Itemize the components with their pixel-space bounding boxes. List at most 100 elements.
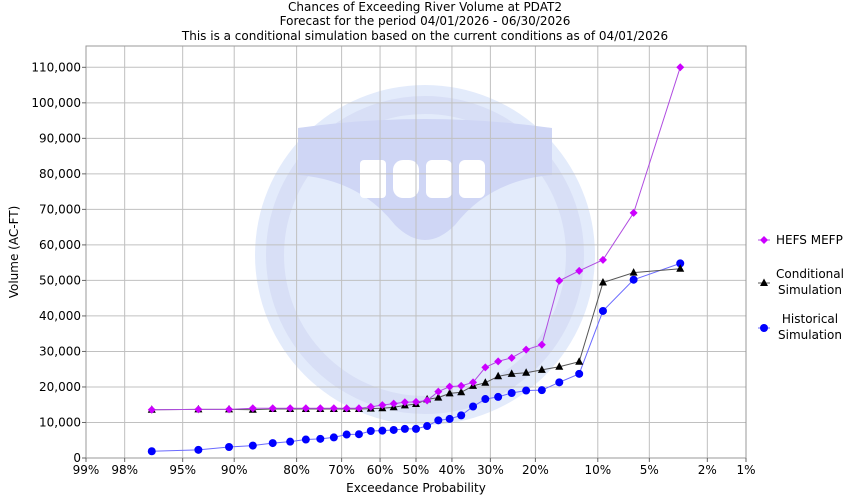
data-point: [537, 386, 546, 395]
data-point: [676, 259, 685, 268]
y-tick-label: 30,000: [39, 344, 81, 358]
data-point: [469, 378, 478, 387]
legend-label: Simulation: [778, 328, 842, 342]
data-point: [598, 255, 607, 264]
legend-label: HEFS MEFP: [776, 233, 843, 247]
data-point: [248, 441, 257, 450]
data-point: [316, 434, 325, 443]
data-point: [457, 381, 466, 390]
x-tick-label: 2%: [698, 463, 717, 477]
y-tick-label: 90,000: [39, 131, 81, 145]
data-point: [445, 388, 454, 397]
data-point: [575, 357, 584, 365]
grid: [85, 46, 747, 459]
data-point: [412, 424, 420, 433]
x-tick-label: 90%: [221, 463, 248, 477]
data-point: [522, 345, 531, 354]
data-point: [316, 404, 325, 413]
x-tick-label: 99%: [73, 463, 100, 477]
x-tick-label: 30%: [477, 463, 504, 477]
data-point: [342, 430, 351, 439]
data-point: [555, 378, 564, 387]
noaa-watermark-logo: [255, 85, 595, 425]
x-tick-label: 5%: [640, 463, 659, 477]
data-point: [286, 404, 295, 413]
legend-marker-diamond: [760, 236, 768, 244]
data-point: [225, 442, 234, 451]
data-point: [575, 369, 584, 378]
data-point: [481, 378, 490, 386]
legend-label: Historical: [782, 312, 838, 326]
data-point: [147, 405, 156, 414]
data-point: [286, 437, 295, 446]
data-point: [507, 369, 516, 377]
data-point: [481, 395, 490, 404]
data-point: [342, 404, 351, 413]
data-point: [354, 404, 363, 413]
chart-subtitle-2: This is a conditional simulation based o…: [181, 29, 668, 43]
data-point: [248, 404, 257, 413]
data-point: [598, 306, 607, 315]
data-point: [434, 393, 443, 401]
legend-marker-triangle: [760, 278, 768, 286]
data-point: [457, 387, 466, 396]
data-point: [423, 422, 432, 431]
data-point: [555, 362, 564, 370]
data-point: [366, 402, 375, 411]
data-point: [378, 401, 387, 410]
x-tick-label: 80%: [283, 463, 310, 477]
data-point: [457, 411, 466, 420]
legend-label: Conditional: [776, 267, 844, 281]
data-point: [445, 414, 454, 423]
x-tick-label: 60%: [367, 463, 394, 477]
data-point: [412, 397, 420, 406]
x-tick-label: 70%: [328, 463, 355, 477]
x-tick-label: 20%: [522, 463, 549, 477]
x-axis-label: Exceedance Probability: [346, 481, 486, 495]
legend-marker-circle: [760, 324, 768, 332]
series-hefs-mefp: [147, 63, 685, 414]
y-tick-label: 70,000: [39, 202, 81, 216]
data-point: [629, 275, 638, 284]
data-point: [522, 368, 531, 376]
noaa-logo-letters: [360, 160, 485, 198]
data-point: [147, 447, 156, 456]
data-point: [400, 398, 409, 407]
data-point: [522, 386, 531, 395]
data-point: [469, 402, 478, 411]
x-tick-label: 1%: [736, 463, 755, 477]
data-point: [378, 426, 387, 435]
data-point: [494, 357, 503, 366]
data-point: [629, 268, 638, 276]
data-point: [676, 264, 685, 272]
chart-title: Chances of Exceeding River Volume at PDA…: [288, 0, 562, 14]
y-tick-label: 110,000: [31, 60, 81, 74]
data-point: [400, 424, 409, 433]
data-point: [494, 371, 503, 380]
data-point: [494, 392, 503, 401]
y-tick-label: 100,000: [31, 96, 81, 110]
data-point: [507, 353, 516, 362]
data-point: [481, 363, 490, 372]
y-axis: 0 10,000 20,000 30,000 40,000 50,000 60,000 70,…: [31, 60, 86, 465]
data-point: [268, 404, 277, 413]
data-point: [598, 278, 607, 286]
data-point: [194, 445, 203, 454]
y-tick-label: 80,000: [39, 167, 81, 181]
data-point: [537, 340, 546, 349]
data-point: [537, 365, 546, 373]
x-tick-label: 40%: [439, 463, 466, 477]
chart-subtitle: Forecast for the period 04/01/2026 - 06/…: [280, 14, 571, 28]
data-point: [575, 266, 584, 275]
x-tick-label: 10%: [584, 463, 611, 477]
x-tick-label: 98%: [111, 463, 138, 477]
data-point: [329, 433, 338, 442]
data-point: [434, 387, 443, 396]
y-tick-label: 50,000: [39, 273, 81, 287]
data-point: [268, 439, 277, 448]
data-point: [301, 404, 310, 413]
data-point: [423, 396, 432, 405]
legend-label: Simulation: [778, 283, 842, 297]
y-tick-label: 0: [73, 451, 81, 465]
